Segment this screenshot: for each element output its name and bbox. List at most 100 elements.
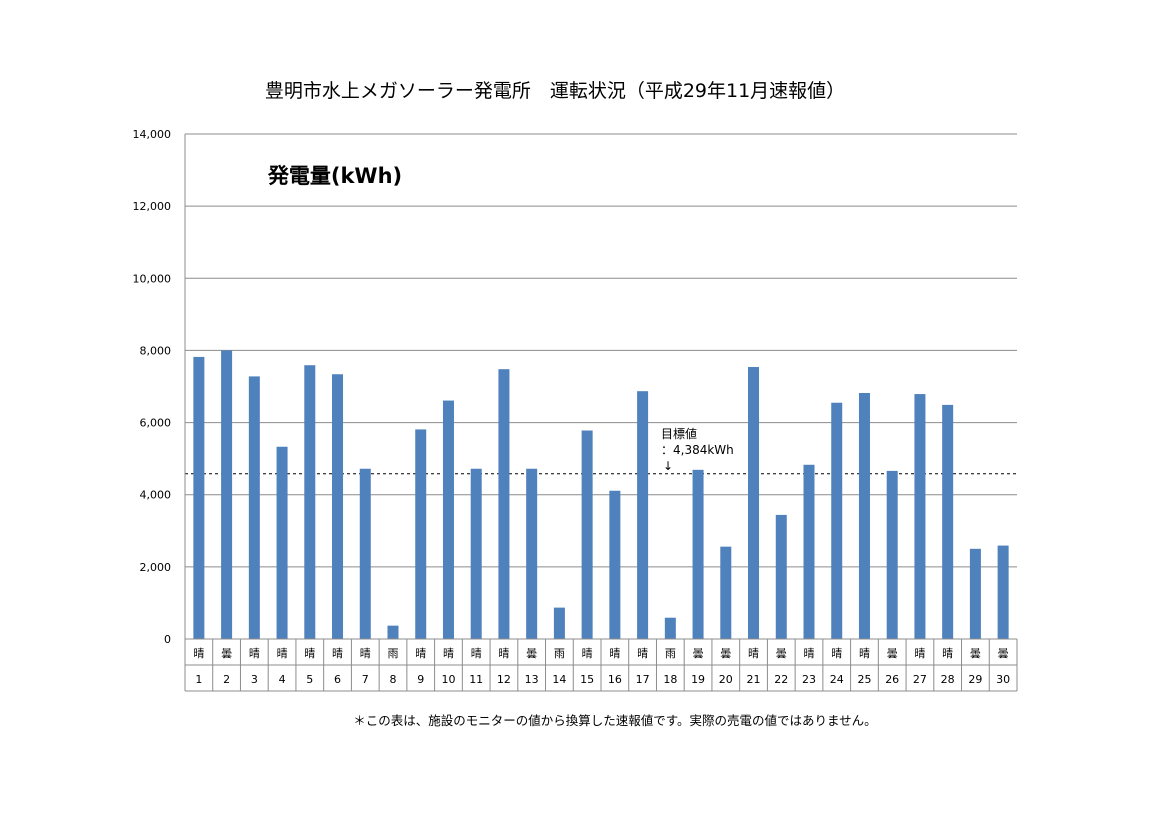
bar [553, 607, 565, 639]
x-tick-label: 27 [913, 673, 927, 686]
x-tick-label: 1 [195, 673, 202, 686]
weather-label: 晴 [249, 647, 260, 660]
x-tick-label: 24 [830, 673, 844, 686]
bar [387, 625, 399, 639]
x-tick-label: 19 [691, 673, 705, 686]
weather-label: 晴 [415, 647, 426, 660]
weather-label: 晴 [498, 647, 509, 660]
bar [664, 617, 676, 639]
x-tick-label: 9 [417, 673, 424, 686]
y-tick-label: 10,000 [133, 272, 172, 285]
bar [276, 446, 288, 639]
x-tick-label: 25 [857, 673, 871, 686]
weather-label: 晴 [443, 647, 454, 660]
x-tick-label: 10 [441, 673, 455, 686]
bar [332, 374, 344, 639]
weather-label: 晴 [804, 647, 815, 660]
weather-label: 晴 [471, 647, 482, 660]
chart-subtitle: 発電量(kWh) [267, 164, 402, 188]
weather-label: 曇 [720, 647, 731, 660]
x-tick-label: 26 [885, 673, 899, 686]
bar [942, 404, 954, 639]
x-tick-label: 5 [306, 673, 313, 686]
bar [498, 369, 510, 639]
y-tick-label: 4,000 [140, 489, 172, 502]
y-tick-label: 8,000 [140, 344, 172, 357]
bar [720, 546, 732, 639]
x-tick-label: 30 [996, 673, 1010, 686]
x-tick-label: 20 [719, 673, 733, 686]
x-tick-label: 18 [663, 673, 677, 686]
x-tick-label: 29 [968, 673, 982, 686]
y-tick-label: 14,000 [133, 128, 172, 141]
x-tick-label: 11 [469, 673, 483, 686]
weather-label: 晴 [277, 647, 288, 660]
x-tick-label: 14 [552, 673, 566, 686]
bar [248, 376, 260, 639]
bar [609, 490, 621, 639]
weather-label: 晴 [360, 647, 371, 660]
bar [221, 350, 233, 639]
x-tick-label: 2 [223, 673, 230, 686]
weather-label: 晴 [831, 647, 842, 660]
chart-title: 豊明市水上メガソーラー発電所 運転状況（平成29年11月速報値） [265, 80, 845, 102]
x-tick-label: 16 [608, 673, 622, 686]
bar [415, 429, 427, 639]
target-value-label: ：4,384kWh [661, 443, 734, 457]
y-tick-label: 0 [164, 633, 171, 646]
x-tick-label: 22 [774, 673, 788, 686]
weather-label: 曇 [526, 647, 537, 660]
bar [969, 548, 981, 639]
weather-label: 雨 [554, 647, 565, 660]
x-tick-label: 3 [251, 673, 258, 686]
y-tick-label: 2,000 [140, 561, 172, 574]
weather-label: 晴 [859, 647, 870, 660]
target-arrow: ↓ [663, 459, 673, 473]
bar [803, 464, 815, 639]
weather-label: 晴 [332, 647, 343, 660]
x-tick-label: 7 [362, 673, 369, 686]
x-tick-label: 4 [279, 673, 286, 686]
data-table: 晴 1 曇 2 晴 3 晴 4 晴 5 晴 6 晴 7 雨 8 晴 9 晴 10 晴 11 晴 12 曇 13 雨 14 晴 15 晴 16 晴… [184, 639, 1018, 692]
weather-label: 曇 [776, 647, 787, 660]
bar [470, 468, 482, 639]
weather-label: 曇 [221, 647, 232, 660]
target-label: 目標値 [661, 426, 697, 441]
x-tick-label: 13 [525, 673, 539, 686]
x-tick-label: 21 [747, 673, 761, 686]
bar [637, 391, 649, 639]
bar [858, 392, 870, 639]
x-tick-label: 8 [390, 673, 397, 686]
weather-label: 曇 [998, 647, 1009, 660]
bar [914, 394, 926, 639]
bar [193, 356, 205, 639]
footnote: ＊この表は、施設のモニターの値から換算した速報値です。実際の売電の値ではありませ… [353, 713, 876, 728]
bar [692, 469, 704, 639]
weather-label: 晴 [637, 647, 648, 660]
x-tick-label: 28 [941, 673, 955, 686]
bar [359, 468, 371, 639]
weather-label: 晴 [942, 647, 953, 660]
weather-label: 曇 [887, 647, 898, 660]
x-tick-label: 15 [580, 673, 594, 686]
gridlines [185, 133, 1017, 568]
weather-label: 雨 [665, 647, 676, 660]
x-tick-label: 17 [636, 673, 650, 686]
weather-label: 晴 [748, 647, 759, 660]
x-tick-label: 23 [802, 673, 816, 686]
axes: 0 2,000 4,000 6,000 8,000 10,000 12,000 14,000 [133, 128, 1017, 646]
weather-label: 晴 [304, 647, 315, 660]
bar [831, 402, 843, 639]
bar [775, 514, 787, 639]
bars [193, 350, 1009, 639]
weather-label: 曇 [970, 647, 981, 660]
bar [442, 400, 454, 639]
x-tick-label: 6 [334, 673, 341, 686]
x-tick-label: 12 [497, 673, 511, 686]
weather-label: 晴 [582, 647, 593, 660]
bar [581, 430, 593, 639]
weather-label: 曇 [693, 647, 704, 660]
y-tick-label: 12,000 [133, 200, 172, 213]
y-tick-label: 6,000 [140, 417, 172, 430]
